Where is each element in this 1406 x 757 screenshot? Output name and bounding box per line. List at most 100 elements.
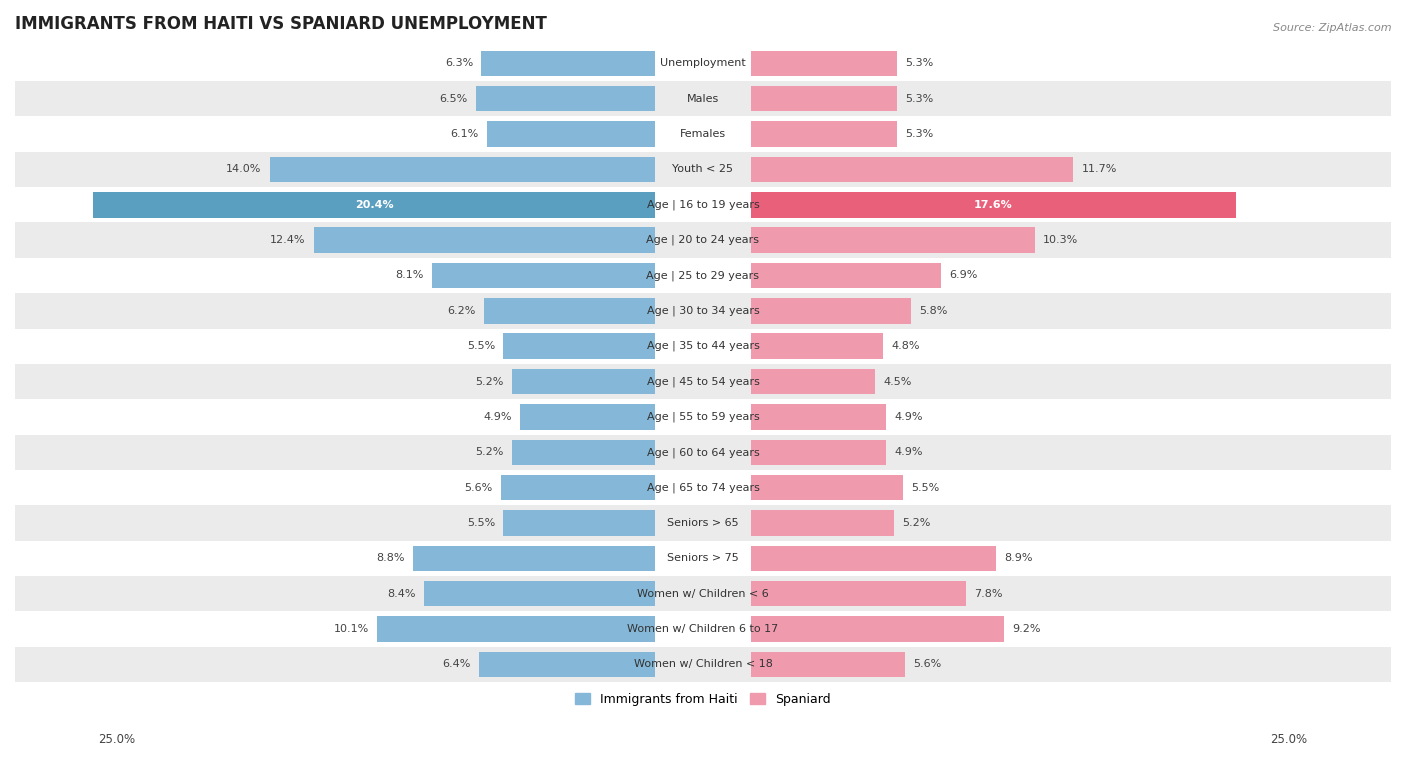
Text: 14.0%: 14.0% xyxy=(226,164,262,174)
Text: 5.5%: 5.5% xyxy=(467,518,495,528)
Bar xyxy=(15,399,1391,435)
Text: 8.9%: 8.9% xyxy=(1004,553,1033,563)
Bar xyxy=(481,51,655,76)
Bar xyxy=(751,192,1236,217)
Text: Age | 35 to 44 years: Age | 35 to 44 years xyxy=(647,341,759,351)
Legend: Immigrants from Haiti, Spaniard: Immigrants from Haiti, Spaniard xyxy=(569,688,837,711)
Bar xyxy=(751,404,886,430)
Bar xyxy=(93,192,655,217)
Bar xyxy=(478,652,655,678)
Text: 4.9%: 4.9% xyxy=(894,412,922,422)
Text: Age | 60 to 64 years: Age | 60 to 64 years xyxy=(647,447,759,457)
Text: Age | 55 to 59 years: Age | 55 to 59 years xyxy=(647,412,759,422)
Bar xyxy=(377,616,655,642)
Text: 7.8%: 7.8% xyxy=(974,589,1002,599)
Text: Unemployment: Unemployment xyxy=(661,58,745,68)
Text: 8.1%: 8.1% xyxy=(395,270,423,281)
Text: 5.2%: 5.2% xyxy=(903,518,931,528)
Text: 4.5%: 4.5% xyxy=(883,376,911,387)
Bar xyxy=(15,612,1391,646)
Text: Females: Females xyxy=(681,129,725,139)
Bar xyxy=(15,364,1391,399)
Bar xyxy=(751,334,883,359)
Text: Seniors > 75: Seniors > 75 xyxy=(666,553,740,563)
Bar xyxy=(314,227,655,253)
Text: 5.3%: 5.3% xyxy=(905,129,934,139)
Bar xyxy=(512,440,655,465)
Text: 25.0%: 25.0% xyxy=(1271,733,1308,746)
Bar xyxy=(484,298,655,323)
Bar xyxy=(751,298,911,323)
Bar xyxy=(751,51,897,76)
Bar xyxy=(751,475,903,500)
Text: 25.0%: 25.0% xyxy=(98,733,135,746)
Text: 6.2%: 6.2% xyxy=(447,306,477,316)
Text: 5.2%: 5.2% xyxy=(475,376,503,387)
Text: IMMIGRANTS FROM HAITI VS SPANIARD UNEMPLOYMENT: IMMIGRANTS FROM HAITI VS SPANIARD UNEMPL… xyxy=(15,15,547,33)
Bar xyxy=(751,546,995,571)
Text: Women w/ Children 6 to 17: Women w/ Children 6 to 17 xyxy=(627,624,779,634)
Bar xyxy=(15,470,1391,506)
Text: 10.3%: 10.3% xyxy=(1043,235,1078,245)
Text: 11.7%: 11.7% xyxy=(1081,164,1116,174)
Bar xyxy=(486,121,655,147)
Text: Age | 25 to 29 years: Age | 25 to 29 years xyxy=(647,270,759,281)
Text: 5.5%: 5.5% xyxy=(467,341,495,351)
Bar xyxy=(413,546,655,571)
Bar xyxy=(751,157,1073,182)
Text: Age | 65 to 74 years: Age | 65 to 74 years xyxy=(647,482,759,493)
Bar xyxy=(423,581,655,606)
Text: 4.9%: 4.9% xyxy=(484,412,512,422)
Bar xyxy=(15,187,1391,223)
Text: 4.9%: 4.9% xyxy=(894,447,922,457)
Text: 5.6%: 5.6% xyxy=(464,483,492,493)
Bar xyxy=(751,581,966,606)
Text: Youth < 25: Youth < 25 xyxy=(672,164,734,174)
Text: 4.8%: 4.8% xyxy=(891,341,920,351)
Bar xyxy=(15,258,1391,293)
Text: 12.4%: 12.4% xyxy=(270,235,305,245)
Bar xyxy=(520,404,655,430)
Bar xyxy=(15,576,1391,612)
Text: Age | 20 to 24 years: Age | 20 to 24 years xyxy=(647,235,759,245)
Text: 5.3%: 5.3% xyxy=(905,58,934,68)
Text: 8.4%: 8.4% xyxy=(387,589,415,599)
Bar xyxy=(512,369,655,394)
Text: 5.6%: 5.6% xyxy=(914,659,942,669)
Text: Women w/ Children < 18: Women w/ Children < 18 xyxy=(634,659,772,669)
Text: Age | 16 to 19 years: Age | 16 to 19 years xyxy=(647,200,759,210)
Bar xyxy=(501,475,655,500)
Text: Women w/ Children < 6: Women w/ Children < 6 xyxy=(637,589,769,599)
Bar xyxy=(751,616,1004,642)
Bar xyxy=(503,334,655,359)
Bar xyxy=(751,121,897,147)
Bar xyxy=(15,223,1391,258)
Bar xyxy=(751,369,875,394)
Text: 6.5%: 6.5% xyxy=(440,94,468,104)
Bar xyxy=(15,540,1391,576)
Bar xyxy=(15,81,1391,117)
Text: 6.1%: 6.1% xyxy=(450,129,478,139)
Bar xyxy=(270,157,655,182)
Text: 6.9%: 6.9% xyxy=(949,270,977,281)
Text: Source: ZipAtlas.com: Source: ZipAtlas.com xyxy=(1274,23,1392,33)
Text: 5.2%: 5.2% xyxy=(475,447,503,457)
Text: 5.8%: 5.8% xyxy=(920,306,948,316)
Bar xyxy=(15,329,1391,364)
Bar xyxy=(751,263,941,288)
Text: 20.4%: 20.4% xyxy=(354,200,394,210)
Bar xyxy=(15,506,1391,540)
Text: 5.5%: 5.5% xyxy=(911,483,939,493)
Bar xyxy=(751,510,894,536)
Bar xyxy=(15,435,1391,470)
Bar xyxy=(751,652,905,678)
Bar xyxy=(432,263,655,288)
Bar xyxy=(503,510,655,536)
Text: 5.3%: 5.3% xyxy=(905,94,934,104)
Bar xyxy=(15,117,1391,151)
Text: Age | 45 to 54 years: Age | 45 to 54 years xyxy=(647,376,759,387)
Bar xyxy=(751,86,897,111)
Text: 17.6%: 17.6% xyxy=(974,200,1012,210)
Bar xyxy=(751,227,1035,253)
Text: Seniors > 65: Seniors > 65 xyxy=(668,518,738,528)
